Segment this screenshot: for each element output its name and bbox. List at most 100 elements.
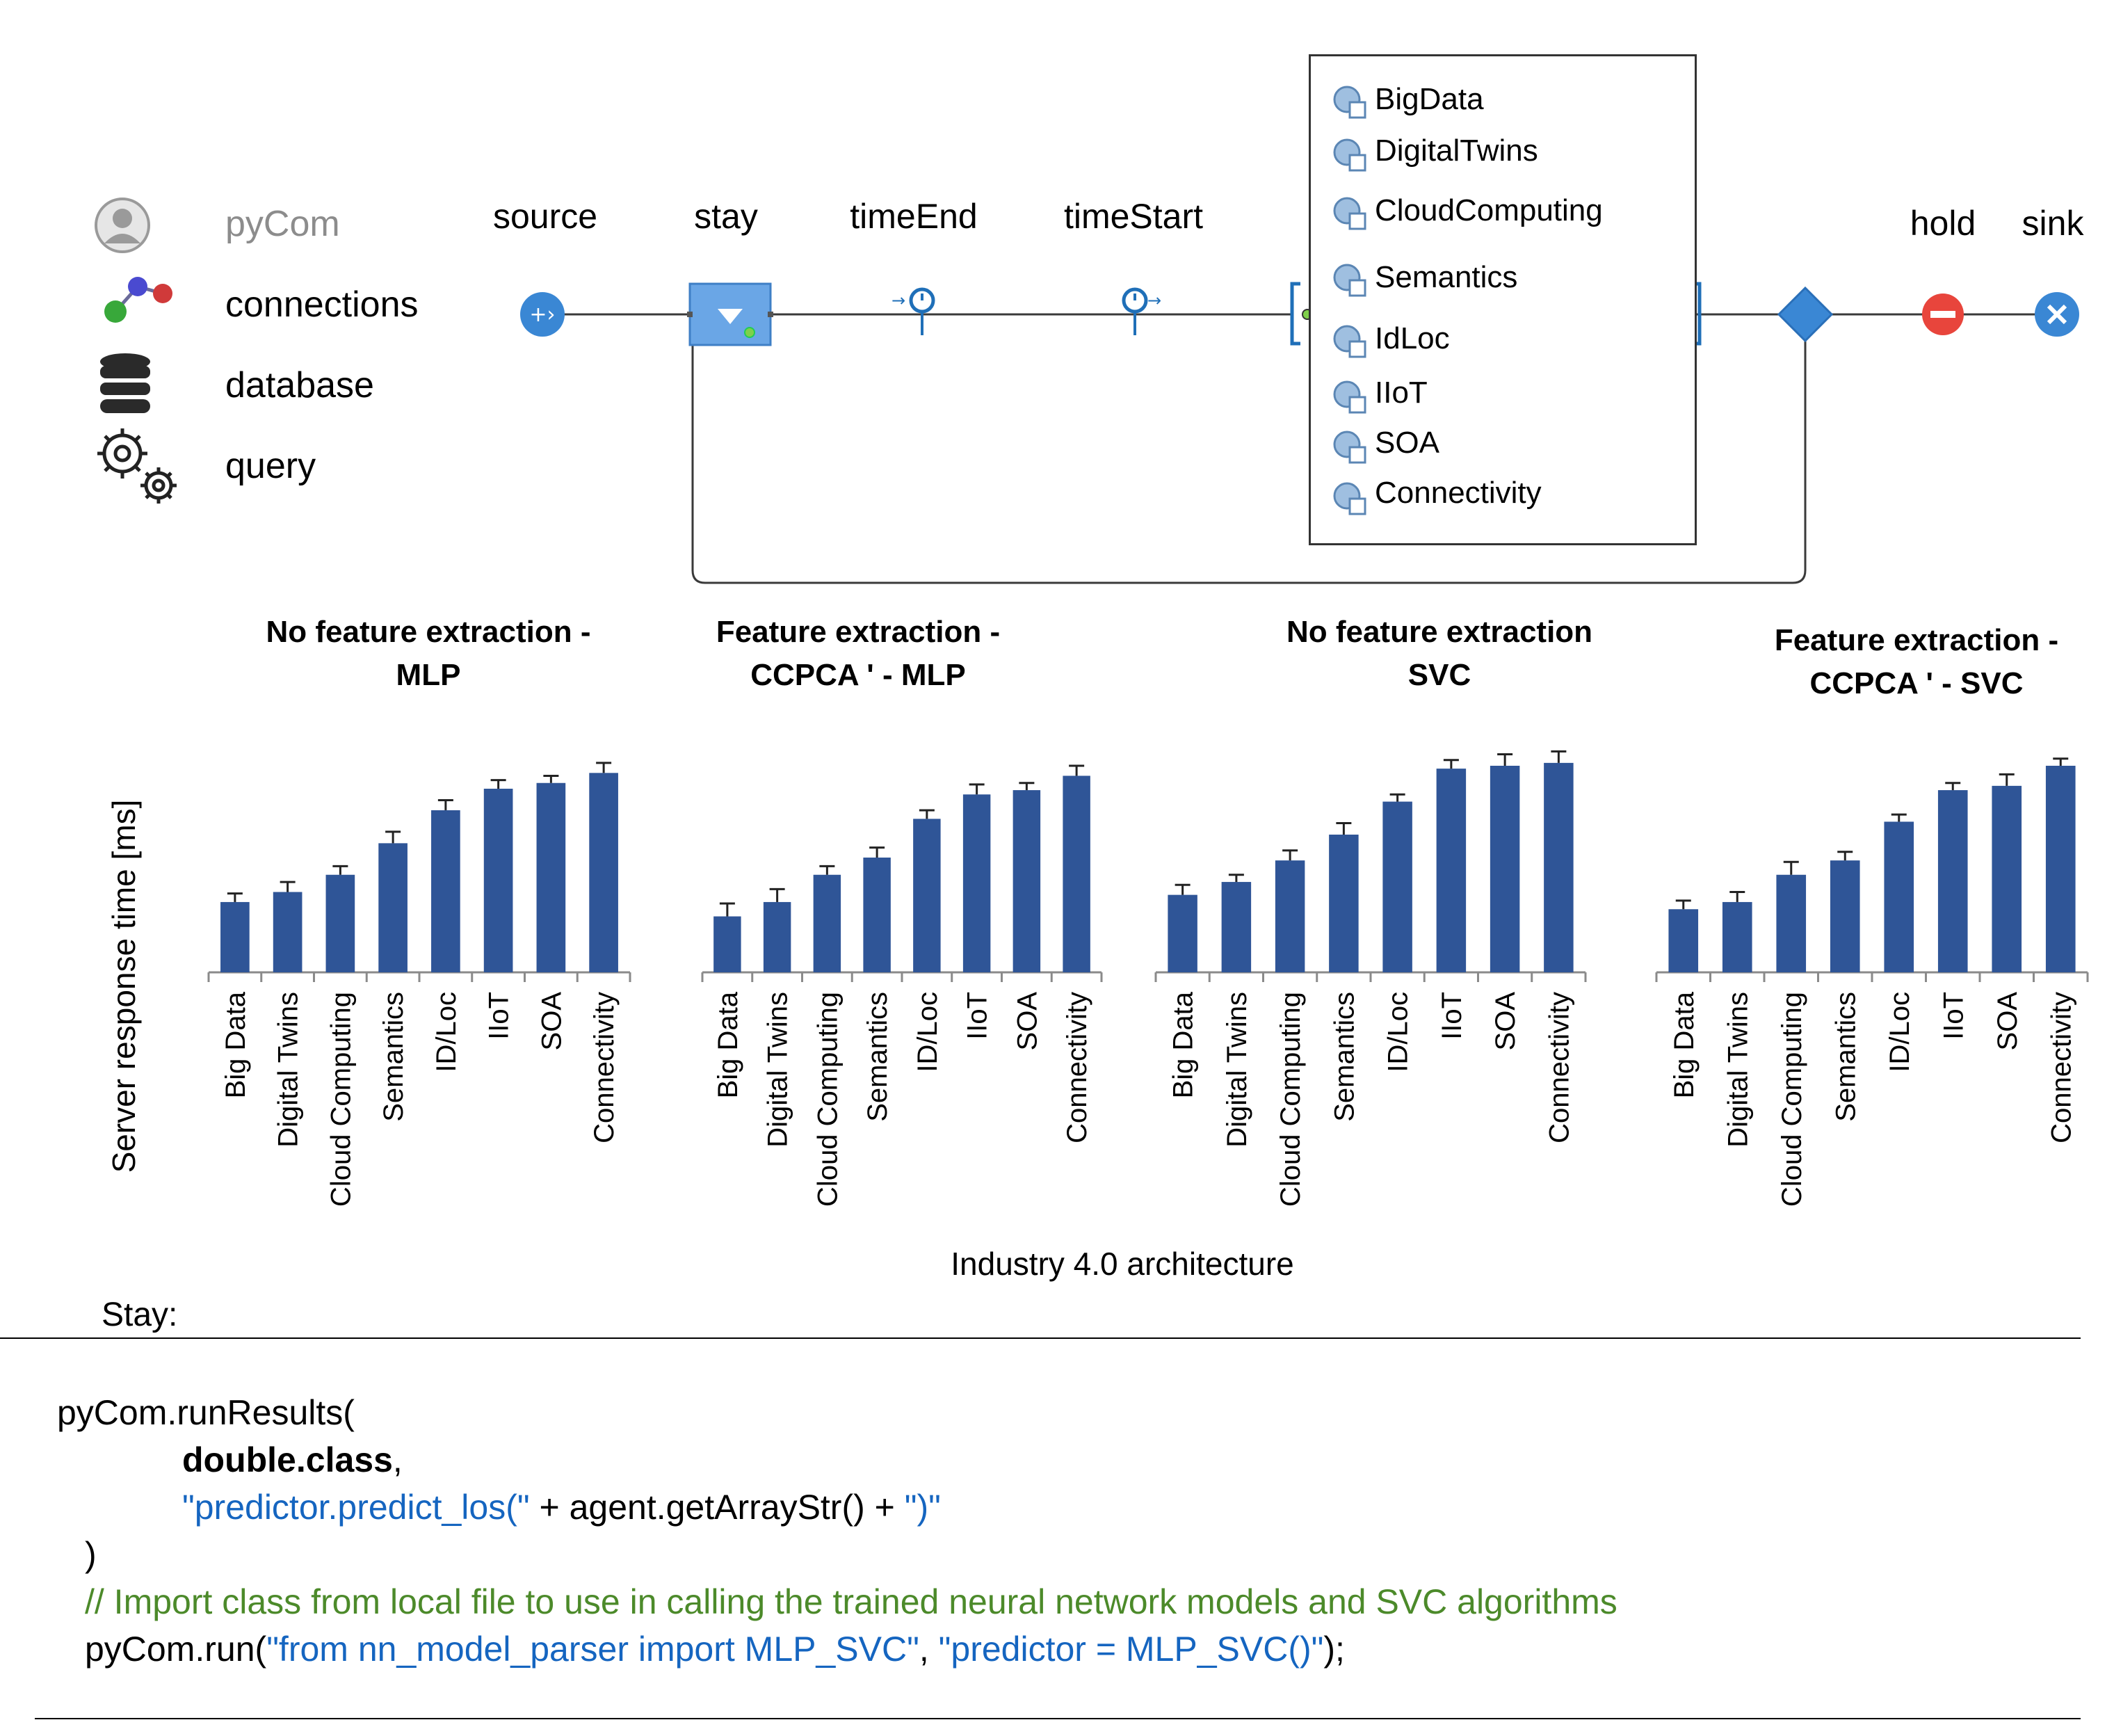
chart-2-bar xyxy=(813,874,841,972)
chart-2-category-label: SOA xyxy=(1012,992,1042,1051)
code-line-3-string-1: "predictor.predict_los(" xyxy=(182,1488,530,1527)
svg-text:+›: +› xyxy=(529,303,555,327)
select-output-diamond-icon[interactable] xyxy=(1776,285,1834,344)
chart-1-category-label: ID/Loc xyxy=(431,992,462,1072)
code-line-6: pyCom.run("from nn_model_parser import M… xyxy=(85,1629,1345,1669)
database-table-icon[interactable] xyxy=(1332,84,1368,120)
database-icon xyxy=(100,353,150,413)
chart-3-category-label: Semantics xyxy=(1329,992,1359,1122)
legend-label-query: query xyxy=(225,446,316,486)
database-table-icon[interactable] xyxy=(1332,379,1368,415)
node-label-timestart: timeStart xyxy=(1063,197,1204,236)
timeend-clock-icon[interactable]: → xyxy=(890,278,943,338)
chart-3-bar xyxy=(1382,801,1412,972)
chart-3-bar xyxy=(1490,766,1520,972)
code-line-3-mid: + agent.getArrayStr() + xyxy=(529,1488,905,1527)
chart-1-bar xyxy=(431,810,460,972)
chart-4-category-label: IIoT xyxy=(1938,992,1969,1040)
chart-4-bar xyxy=(1830,860,1860,972)
chart-1-category-label: Cloud Computing xyxy=(325,992,356,1207)
chart-1-bar xyxy=(483,789,513,972)
db-item-soa[interactable]: SOA xyxy=(1375,426,1439,460)
chart-2-category-label: Digital Twins xyxy=(763,992,793,1148)
db-item-bigdata[interactable]: BigData xyxy=(1375,82,1484,116)
chart-3-bar xyxy=(1221,882,1252,972)
chart-4-bar xyxy=(1937,790,1968,972)
chart-2-bar xyxy=(863,858,891,972)
legend-label-pycom: pyCom xyxy=(225,204,340,244)
db-item-connectivity[interactable]: Connectivity xyxy=(1375,476,1542,510)
code-line-2-rest: , xyxy=(392,1440,403,1479)
db-item-semantics[interactable]: Semantics xyxy=(1375,260,1518,294)
chart-title-2: Feature extraction - CCPCA ' - MLP xyxy=(716,611,1000,697)
chart-2-category-label: Connectivity xyxy=(1062,992,1092,1143)
chart-3-bar xyxy=(1275,860,1305,972)
database-table-icon[interactable] xyxy=(1332,195,1368,232)
chart-4-bar xyxy=(1884,821,1914,972)
chart-3-category-label: ID/Loc xyxy=(1383,992,1414,1072)
chart-4-category-label: Big Data xyxy=(1669,991,1700,1098)
source-node-icon[interactable]: +› xyxy=(516,289,569,342)
db-item-digitaltwins[interactable]: DigitalTwins xyxy=(1375,134,1538,168)
db-item-cloudcomputing[interactable]: CloudComputing xyxy=(1375,193,1603,227)
chart-4-category-label: Digital Twins xyxy=(1722,992,1753,1148)
flow-connectors xyxy=(560,282,2058,584)
chart-3-bar xyxy=(1436,769,1467,972)
chart-2-bar xyxy=(913,819,941,972)
stay-label: Stay: xyxy=(102,1296,178,1333)
stay-queue-icon[interactable] xyxy=(687,281,775,348)
chart-4-bar xyxy=(1992,785,2022,972)
svg-text:→: → xyxy=(891,291,905,310)
chart-3-category-label: SOA xyxy=(1490,992,1521,1051)
database-group: BigData DigitalTwins CloudComputing Sema… xyxy=(1309,54,1697,545)
svg-text:→: → xyxy=(1147,291,1161,310)
chart-title-4-line-2: CCPCA ' - SVC xyxy=(1809,666,2024,700)
db-item-iiot[interactable]: IIoT xyxy=(1375,376,1428,410)
chart-1-category-label: Semantics xyxy=(378,992,409,1122)
connections-icon xyxy=(104,277,172,323)
code-line-4: ) xyxy=(85,1535,97,1574)
chart-2-category-label: ID/Loc xyxy=(912,992,943,1072)
database-table-icon[interactable] xyxy=(1332,481,1368,517)
chart-title-4: Feature extraction - CCPCA ' - SVC xyxy=(1775,619,2058,705)
chart-3-bar xyxy=(1544,762,1574,972)
chart-4-category-label: Cloud Computing xyxy=(1777,992,1807,1207)
chart-title-1-line-2: MLP xyxy=(396,658,461,692)
legend-label-database: database xyxy=(225,365,374,405)
chart-2-category-label: Semantics xyxy=(862,992,893,1122)
chart-4-bar xyxy=(1776,874,1807,972)
chart-3-category-label: Big Data xyxy=(1168,991,1199,1098)
chart-1-category-label: IIoT xyxy=(484,992,515,1040)
code-line-1: pyCom.runResults( xyxy=(57,1393,355,1432)
chart-4-category-label: Connectivity xyxy=(2046,992,2076,1143)
timestart-clock-icon[interactable]: → xyxy=(1115,278,1168,338)
code-line-2-keyword: double.class xyxy=(182,1440,393,1479)
chart-title-1: No feature extraction - MLP xyxy=(266,611,591,697)
chart-1-category-label: Big Data xyxy=(220,991,251,1098)
bottom-divider xyxy=(35,1718,2081,1719)
chart-title-2-line-1: Feature extraction - xyxy=(716,615,1001,649)
chart-1-bar xyxy=(220,901,250,972)
code-line-6-string-1: "from nn_model_parser import MLP_SVC" xyxy=(266,1630,919,1669)
chart-2-bar xyxy=(1012,790,1041,972)
chart-4-category-label: ID/Loc xyxy=(1885,992,1915,1072)
chart-2-category-label: Cloud Computing xyxy=(812,992,843,1207)
db-item-idloc[interactable]: IdLoc xyxy=(1375,321,1450,355)
database-table-icon[interactable] xyxy=(1332,262,1368,298)
chart-1-bar xyxy=(378,843,408,972)
hold-stop-icon[interactable] xyxy=(1917,291,1969,339)
sink-icon[interactable] xyxy=(2029,288,2085,342)
chart-4-bar xyxy=(2045,766,2076,972)
chart-2-bar xyxy=(763,901,791,972)
chart-title-3-line-1: No feature extraction xyxy=(1286,615,1593,649)
database-table-icon[interactable] xyxy=(1332,429,1368,465)
code-line-6-a: pyCom.run( xyxy=(85,1630,267,1669)
gears-icon xyxy=(97,428,177,504)
node-label-source: source xyxy=(492,197,598,236)
database-table-icon[interactable] xyxy=(1332,323,1368,360)
code-comment: // Import class from local file to use i… xyxy=(85,1582,1617,1621)
user-icon xyxy=(95,198,150,253)
database-table-icon[interactable] xyxy=(1332,137,1368,173)
chart-title-4-line-1: Feature extraction - xyxy=(1774,623,2059,657)
chart-3-bar xyxy=(1329,835,1359,972)
